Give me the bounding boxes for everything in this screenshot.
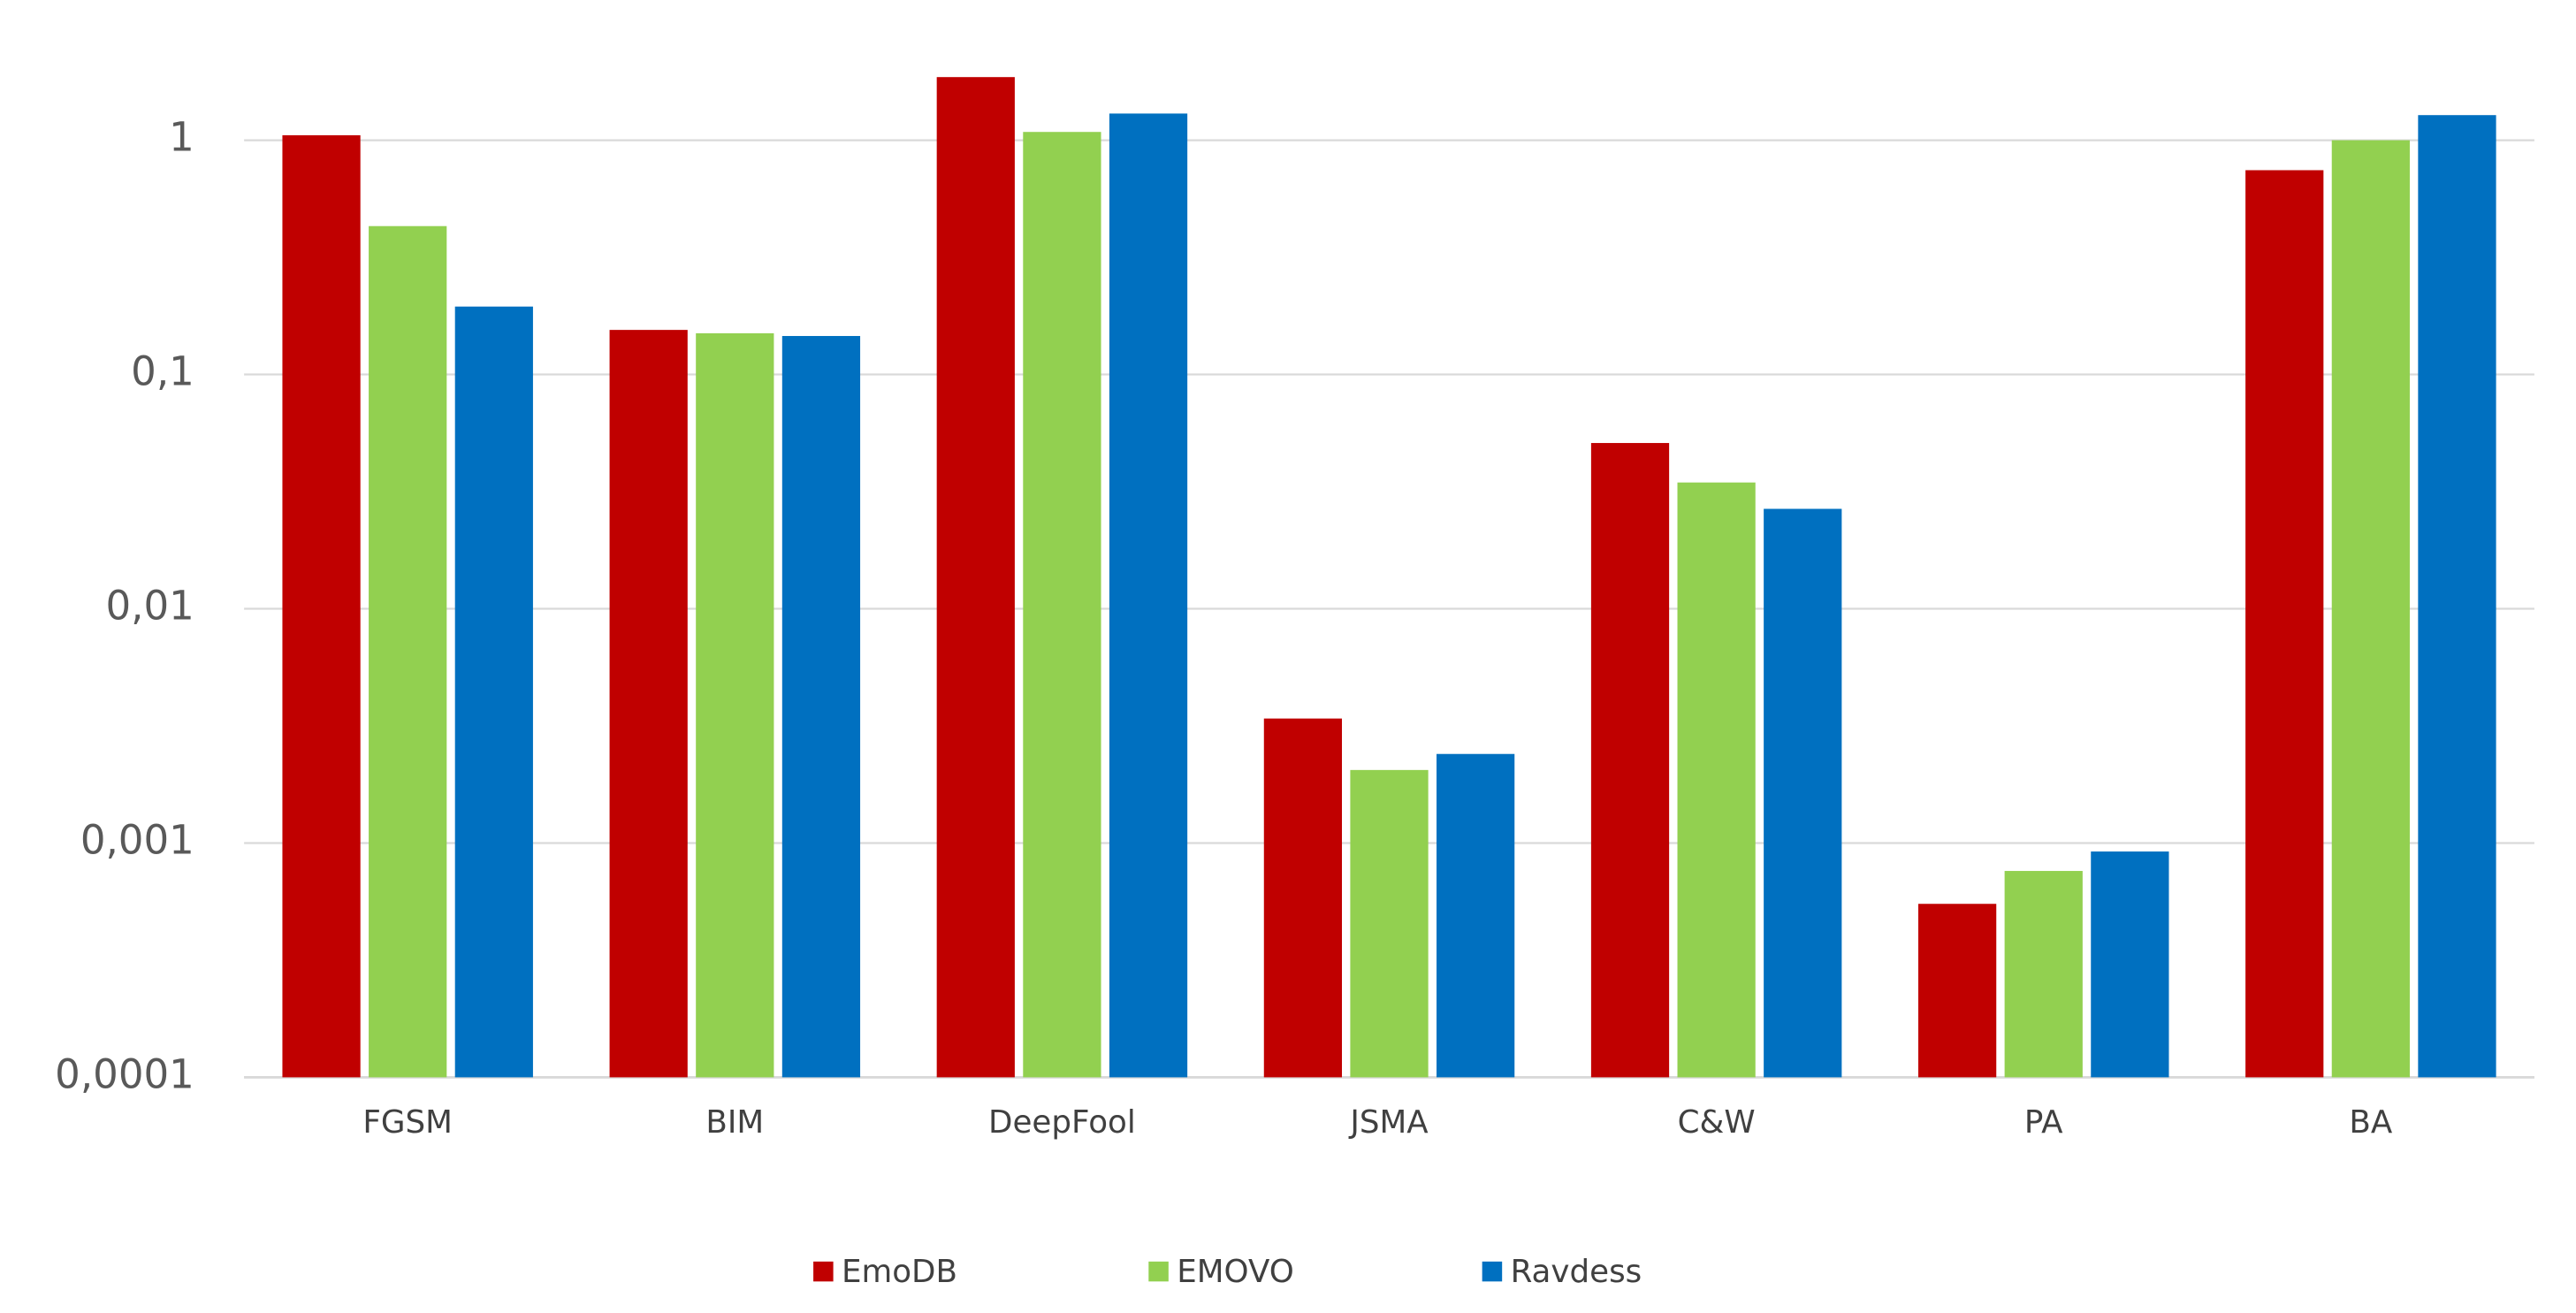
bar xyxy=(282,134,361,1078)
bar xyxy=(1109,113,1188,1078)
legend-swatch xyxy=(1482,1261,1503,1282)
x-tick-label: BIM xyxy=(705,1104,764,1141)
bar xyxy=(369,225,447,1078)
bar xyxy=(1764,508,1842,1078)
x-tick-label: C&W xyxy=(1678,1104,1756,1141)
legend-swatch xyxy=(1148,1261,1169,1282)
bar xyxy=(781,336,861,1078)
y-tick-label: 1 xyxy=(169,114,194,161)
bar xyxy=(1677,482,1756,1078)
bar xyxy=(1437,753,1515,1078)
bar xyxy=(1917,904,1997,1078)
y-tick-label: 0,001 xyxy=(80,816,194,863)
x-tick-label: BA xyxy=(2349,1104,2392,1141)
legend-label: EmoDB xyxy=(842,1254,957,1290)
y-tick-label: 0,01 xyxy=(106,583,194,630)
legend-label: EMOVO xyxy=(1177,1254,1294,1290)
bar xyxy=(1590,443,1670,1078)
bar xyxy=(936,77,1015,1078)
bar xyxy=(2004,871,2083,1078)
bar xyxy=(1350,769,1429,1078)
bar xyxy=(454,306,533,1078)
bar xyxy=(2418,115,2496,1078)
bar xyxy=(1263,718,1343,1078)
x-tick-label: FGSM xyxy=(362,1104,453,1141)
y-tick-label: 0,0001 xyxy=(55,1050,194,1097)
bar xyxy=(1023,132,1101,1078)
bar xyxy=(696,332,774,1078)
x-tick-label: PA xyxy=(2024,1104,2063,1141)
legend-swatch xyxy=(813,1261,834,1282)
bar xyxy=(2331,140,2410,1078)
y-tick-label: 0,1 xyxy=(131,348,194,395)
bar xyxy=(2091,851,2169,1078)
legend-label: Ravdess xyxy=(1511,1254,1642,1290)
x-tick-label: JSMA xyxy=(1348,1104,1429,1141)
bar xyxy=(2245,170,2324,1078)
x-tick-label: DeepFool xyxy=(988,1104,1136,1141)
bar xyxy=(609,330,688,1078)
